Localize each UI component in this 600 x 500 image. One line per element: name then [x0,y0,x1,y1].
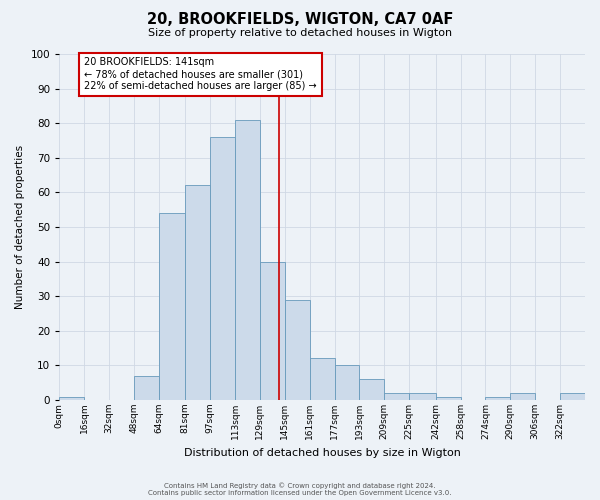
Bar [260,262,285,400]
Bar [560,393,585,400]
Bar [159,213,185,400]
Bar [436,396,461,400]
X-axis label: Distribution of detached houses by size in Wigton: Distribution of detached houses by size … [184,448,461,458]
Bar [359,380,385,400]
Bar [511,393,535,400]
Bar [235,120,260,400]
Bar [210,137,235,400]
Y-axis label: Number of detached properties: Number of detached properties [15,145,25,309]
Text: Size of property relative to detached houses in Wigton: Size of property relative to detached ho… [148,28,452,38]
Text: Contains HM Land Registry data © Crown copyright and database right 2024.: Contains HM Land Registry data © Crown c… [164,482,436,489]
Bar [335,366,359,400]
Bar [59,396,84,400]
Text: 20 BROOKFIELDS: 141sqm
← 78% of detached houses are smaller (301)
22% of semi-de: 20 BROOKFIELDS: 141sqm ← 78% of detached… [84,58,317,90]
Text: Contains public sector information licensed under the Open Government Licence v3: Contains public sector information licen… [148,490,452,496]
Bar [409,393,436,400]
Bar [185,186,210,400]
Bar [134,376,159,400]
Bar [285,300,310,400]
Bar [385,393,409,400]
Bar [485,396,511,400]
Bar [310,358,335,400]
Text: 20, BROOKFIELDS, WIGTON, CA7 0AF: 20, BROOKFIELDS, WIGTON, CA7 0AF [147,12,453,28]
